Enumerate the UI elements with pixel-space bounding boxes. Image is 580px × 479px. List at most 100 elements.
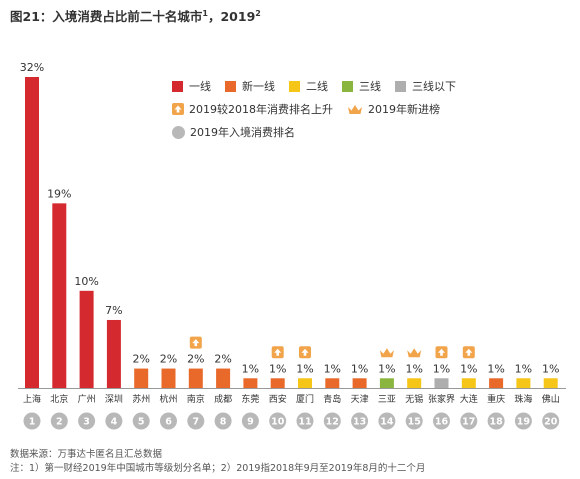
value-label-6: 2%: [187, 353, 204, 366]
category-label-10: 厦门: [296, 393, 314, 405]
rank-up-icon: [462, 346, 475, 359]
rank-number-18: 19: [517, 417, 530, 428]
legend-item-tier3: 三线: [342, 78, 381, 94]
category-label-17: 重庆: [487, 393, 505, 405]
value-label-19: 1%: [542, 362, 559, 375]
legend-label-new_tier1: 新一线: [242, 80, 275, 93]
rank-number-8: 9: [247, 417, 254, 428]
bar-0: [25, 77, 39, 388]
rank-number-5: 6: [165, 417, 172, 428]
rank-up-icon: [299, 346, 311, 359]
rank-number-6: 7: [192, 417, 199, 428]
legend-swatch-new_tier1: [225, 80, 236, 92]
legend-marker-row: 2019较2018年消费排名上升 2019年新进榜: [172, 101, 454, 117]
value-label-18: 1%: [515, 362, 532, 375]
category-label-4: 苏州: [132, 393, 150, 405]
rank-circle-15: [433, 412, 450, 430]
legend-item-rank-up: 2019较2018年消费排名上升: [172, 101, 333, 117]
value-label-14: 1%: [405, 362, 422, 375]
legend-label-tier2: 二线: [306, 80, 328, 93]
category-label-9: 西安: [269, 393, 287, 405]
rank-number-10: 11: [298, 417, 311, 428]
rank-number-17: 18: [489, 417, 503, 428]
legend-swatch-tier2: [289, 80, 300, 92]
category-label-6: 南京: [187, 393, 205, 405]
data-source: 数据来源：万事达卡匿名且汇总数据: [10, 449, 163, 460]
rank-circle-1: [50, 412, 68, 430]
crown-icon: [407, 348, 422, 358]
category-label-7: 成都: [214, 393, 232, 405]
rank-number-0: 1: [29, 417, 36, 428]
legend-label-rank: 2019年入境消费排名: [190, 126, 295, 139]
category-label-16: 大连: [460, 393, 478, 405]
category-label-0: 上海: [23, 393, 41, 405]
value-label-15: 1%: [433, 362, 450, 375]
rank-number-16: 17: [462, 417, 475, 428]
rank-circle-2: [78, 412, 96, 430]
value-label-3: 7%: [105, 304, 122, 317]
rank-circle-17: [487, 412, 505, 430]
crown-icon: [379, 348, 394, 358]
rank-number-1: 2: [56, 417, 63, 428]
bar-16: [461, 378, 476, 388]
bar-10: [298, 378, 312, 388]
rank-circle-6: [187, 412, 205, 430]
legend-label-tier1: 一线: [189, 80, 211, 93]
legend-swatch-tier1: [172, 80, 183, 92]
value-label-10: 1%: [296, 362, 313, 375]
category-label-14: 无锡: [405, 394, 423, 405]
legend-swatch-tier3_below: [395, 80, 406, 92]
rank-circle-3: [105, 412, 123, 430]
rank-number-9: 10: [271, 417, 285, 428]
bar-2: [79, 290, 94, 388]
value-label-12: 1%: [351, 362, 368, 375]
rank-up-icon: [271, 346, 284, 359]
rank-up-icon: [172, 103, 184, 115]
value-label-8: 1%: [242, 362, 259, 375]
rank-number-13: 14: [380, 417, 394, 428]
value-label-5: 2%: [160, 353, 177, 366]
category-label-19: 佛山: [542, 393, 560, 405]
rank-circle-11: [323, 412, 341, 430]
rank-up-icon: [435, 346, 448, 359]
legend-item-tier2: 二线: [289, 78, 328, 94]
rank-number-3: 4: [111, 417, 118, 428]
bar-11: [325, 378, 340, 388]
bar-8: [243, 378, 258, 388]
rank-circle-8: [241, 412, 259, 430]
legend-item-tier3_below: 三线以下: [395, 78, 456, 94]
rank-circle-16: [460, 412, 478, 430]
rank-number-19: 20: [544, 417, 558, 428]
rank-circle-icon: [172, 125, 185, 139]
bar-3: [106, 319, 121, 388]
category-label-13: 三亚: [378, 394, 396, 405]
category-label-18: 珠海: [514, 393, 532, 405]
value-label-2: 10%: [74, 275, 98, 288]
bar-15: [434, 378, 449, 388]
rank-circle-10: [296, 412, 314, 430]
legend-item-rank: 2019年入境消费排名: [172, 124, 295, 140]
chart-title: 图21：入境消费占比前二十名城市1，20192: [10, 8, 261, 24]
rank-number-4: 5: [138, 417, 145, 428]
rank-number-14: 15: [408, 417, 421, 428]
bar-12: [352, 378, 367, 388]
legend-rank-row: 2019年入境消费排名: [172, 124, 309, 140]
rank-number-12: 13: [353, 417, 366, 428]
bar-chart: 32% 上海 1 19% 北京 2 10% 广州 3 7% 深圳 4 2% 苏州 5 2% 杭州 6 2% 南京 7 2%…: [18, 61, 566, 430]
bar-4: [134, 368, 149, 388]
category-label-12: 天津: [351, 394, 369, 405]
value-label-0: 32%: [20, 61, 44, 74]
value-label-1: 19%: [47, 187, 71, 200]
footnote: 注：1）第一财经2019年中国城市等级划分名单；2）2019指2018年9月至2…: [10, 463, 426, 474]
value-label-11: 1%: [324, 362, 341, 375]
category-label-11: 青岛: [323, 393, 341, 405]
rank-circle-9: [269, 412, 287, 430]
legend-label-tier3_below: 三线以下: [412, 80, 456, 93]
value-label-4: 2%: [132, 353, 149, 366]
legend-swatch-tier3: [342, 80, 353, 92]
rank-circle-4: [132, 412, 150, 430]
bar-13: [379, 378, 394, 388]
value-label-9: 1%: [269, 362, 286, 375]
rank-circle-13: [378, 412, 396, 430]
category-label-1: 北京: [50, 393, 68, 405]
